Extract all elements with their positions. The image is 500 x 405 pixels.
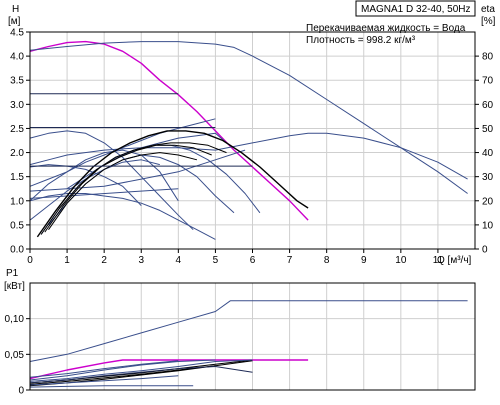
- yleft-tick-label: 2.5: [10, 124, 24, 135]
- top-series-line-16: [44, 144, 212, 233]
- top-series-line-13: [29, 188, 179, 199]
- yright-tick-label: 70: [482, 76, 494, 87]
- yright-tick-label: 50: [482, 124, 494, 135]
- yright-tick-label: 80: [482, 52, 494, 63]
- top-series-line-4: [29, 130, 194, 231]
- head-efficiency-chart: 0 1 2 3 4 5 6 7 8 9 10 11 0.0 0.5 1.0 1.5 2.0 2.5 3.0 3.5 4.…: [8, 0, 496, 267]
- yleft-tick-label: 4.0: [10, 52, 24, 63]
- top-series-line-15: [40, 142, 227, 235]
- x-axis-label: Q [м³/ч]: [437, 255, 472, 266]
- bottom-axis-ticks: 0 0,05 0,10: [5, 314, 30, 397]
- x-tick-label: 7: [287, 255, 293, 266]
- bottom-series-line-5: [29, 359, 253, 382]
- x-tick-label: 1: [64, 255, 70, 266]
- info-liquid: Перекачиваемая жидкость = Вода: [306, 23, 466, 34]
- top-axis-ticks: 0 1 2 3 4 5 6 7 8 9 10 11 0.0 0.5 1.0 1.5 2.0 2.5 3.0 3.5 4.…: [10, 28, 493, 267]
- x-tick-label: 11: [433, 255, 444, 266]
- top-series-line-6: [29, 164, 142, 206]
- yright-tick-label: 0: [482, 245, 488, 256]
- yleft-tick-label: 4.5: [10, 28, 24, 39]
- x-tick-label: 9: [361, 255, 367, 266]
- yleft-axis-unit: [м]: [8, 16, 21, 27]
- bottom-series-line-6: [29, 359, 216, 381]
- top-series-line-1: [29, 41, 468, 194]
- chart-title: MAGNA1 D 32-40, 50Hz: [361, 4, 471, 15]
- top-series-line-2: [29, 132, 468, 180]
- top-series-line-0: [29, 40, 309, 221]
- x-tick-label: 10: [395, 255, 407, 266]
- yleft-axis-label: H: [12, 4, 19, 15]
- top-series-group: [29, 40, 468, 240]
- top-series-line-7: [29, 159, 160, 221]
- x-tick-label: 6: [250, 255, 256, 266]
- x-tick-label: 5: [213, 255, 219, 266]
- x-tick-label: 2: [101, 255, 107, 266]
- yleft-tick-label: 0.5: [10, 220, 24, 231]
- title-box: [355, 0, 476, 17]
- power-axis-unit: [кВт]: [4, 281, 25, 292]
- yright-tick-label: 30: [482, 172, 494, 183]
- yleft-tick-label: 3.5: [10, 76, 24, 87]
- top-series-line-14: [36, 130, 309, 238]
- power-tick-label: 0: [18, 386, 24, 397]
- power-chart: 0 0,05 0,10 P1 [кВт]: [4, 268, 476, 397]
- x-tick-label: 4: [176, 255, 182, 266]
- yright-tick-label: 20: [482, 196, 494, 207]
- yleft-tick-label: 2.0: [10, 148, 24, 159]
- power-tick-label: 0,10: [5, 314, 25, 325]
- yright-axis-label: eta: [481, 4, 495, 15]
- power-axis-label: P1: [6, 268, 19, 279]
- info-density: Плотность = 998.2 кг/м³: [306, 35, 416, 46]
- bottom-series-line-8: [29, 375, 179, 386]
- power-tick-label: 0,05: [5, 350, 25, 361]
- x-tick-label: 8: [324, 255, 330, 266]
- x-tick-label: 0: [27, 255, 33, 266]
- yright-tick-label: 40: [482, 148, 494, 159]
- top-series-line-12: [29, 118, 216, 187]
- yright-tick-label: 10: [482, 220, 494, 231]
- yleft-tick-label: 0.0: [10, 245, 24, 256]
- yright-tick-label: 60: [482, 100, 494, 111]
- bottom-series-group: [29, 300, 468, 388]
- bottom-series-line-10: [29, 366, 253, 384]
- bottom-series-line-0: [29, 300, 468, 362]
- yleft-tick-label: 1.0: [10, 196, 24, 207]
- bottom-series-line-7: [29, 360, 179, 378]
- top-series-line-8: [29, 193, 216, 240]
- yleft-tick-label: 1.5: [10, 172, 24, 183]
- yright-axis-unit: [%]: [481, 16, 496, 27]
- top-series-line-17: [48, 152, 198, 230]
- x-tick-label: 3: [138, 255, 144, 266]
- yleft-tick-label: 3.0: [10, 100, 24, 111]
- bottom-plot-frame: [29, 282, 476, 391]
- bottom-series-line-9: [29, 385, 194, 388]
